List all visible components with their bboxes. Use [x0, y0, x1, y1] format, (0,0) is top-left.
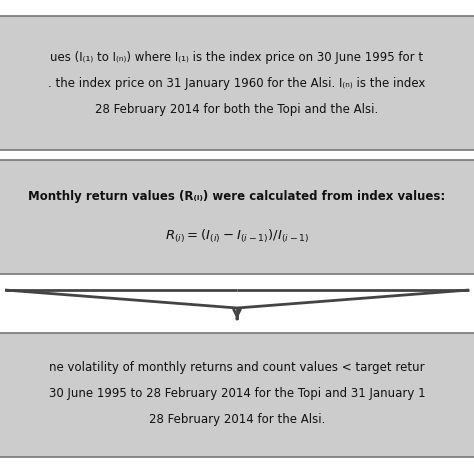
- FancyBboxPatch shape: [0, 160, 474, 274]
- Text: 28 February 2014 for the Alsi.: 28 February 2014 for the Alsi.: [149, 413, 325, 427]
- Text: 30 June 1995 to 28 February 2014 for the Topi and 31 January 1: 30 June 1995 to 28 February 2014 for the…: [49, 388, 425, 401]
- FancyBboxPatch shape: [0, 333, 474, 457]
- Text: $R_{(i)} = (I_{(i)} - I_{(i-1)}) / I_{(i-1)}$: $R_{(i)} = (I_{(i)} - I_{(i-1)}) / I_{(i…: [165, 228, 309, 245]
- Text: 28 February 2014 for both the Topi and the Alsi.: 28 February 2014 for both the Topi and t…: [95, 102, 379, 116]
- Text: ues (I₍₁₎ to I₍ₙ₎) where I₍₁₎ is the index price on 30 June 1995 for t: ues (I₍₁₎ to I₍ₙ₎) where I₍₁₎ is the ind…: [50, 51, 424, 64]
- Text: Monthly return values (R₍ᵢ₎) were calculated from index values:: Monthly return values (R₍ᵢ₎) were calcul…: [28, 190, 446, 202]
- Text: . the index price on 31 January 1960 for the Alsi. I₍ₙ₎ is the index: . the index price on 31 January 1960 for…: [48, 76, 426, 90]
- FancyBboxPatch shape: [0, 16, 474, 150]
- Text: ne volatility of monthly returns and count values < target retur: ne volatility of monthly returns and cou…: [49, 362, 425, 374]
